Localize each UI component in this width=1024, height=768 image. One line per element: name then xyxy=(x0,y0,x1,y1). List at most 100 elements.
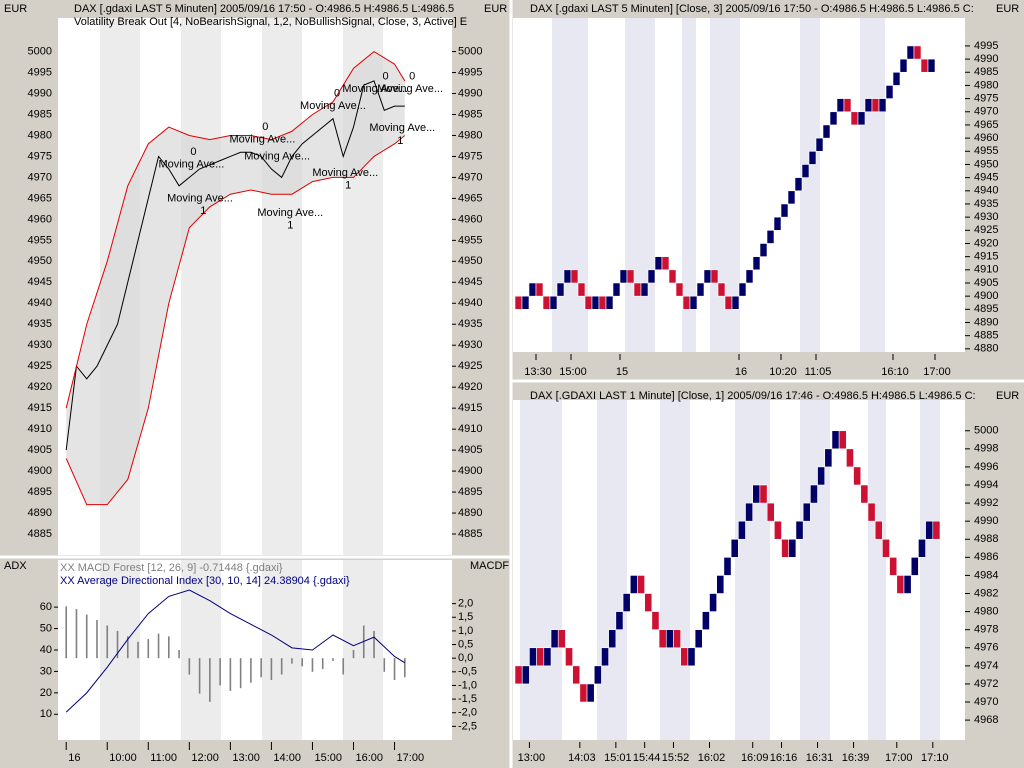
y-tick-label: 4895 xyxy=(974,303,998,315)
y-tick-label: 4975 xyxy=(974,93,998,105)
x-tick-label: 10:00 xyxy=(109,752,137,764)
y-tick-label: 4930 xyxy=(458,339,482,351)
y-tick-label: 4910 xyxy=(974,264,998,276)
renko-brick xyxy=(752,484,761,504)
renko-brick xyxy=(689,295,698,310)
session-band xyxy=(920,400,940,740)
y-tick-label: 20 xyxy=(40,687,52,699)
annotation: 0 xyxy=(382,71,388,83)
renko-brick xyxy=(817,466,826,486)
y-tick-label: 4895 xyxy=(458,486,482,498)
renko-brick xyxy=(910,557,919,576)
annotation: Moving Ave... xyxy=(229,134,295,146)
x-tick-label: 15:01 xyxy=(604,752,632,764)
band-line xyxy=(65,50,406,409)
y-tick-label: 4995 xyxy=(458,66,482,78)
y-tick-label: 4990 xyxy=(974,53,998,65)
renko-brick xyxy=(766,502,775,522)
renko-brick xyxy=(514,665,523,685)
axis-label: ADX xyxy=(4,560,27,572)
renko-brick xyxy=(619,269,628,284)
renko-brick xyxy=(795,520,804,540)
y-tick-label: 4960 xyxy=(458,213,482,225)
renko-brick xyxy=(570,269,579,284)
renko-brick xyxy=(601,647,609,667)
renko-brick xyxy=(651,611,660,630)
x-tick-label: 15:00 xyxy=(559,366,587,378)
axis-label: EUR xyxy=(484,3,507,15)
renko-brick xyxy=(927,58,936,73)
y-tick-label: 4994 xyxy=(974,479,998,491)
y2-tick-label: -2,5 xyxy=(458,720,477,732)
renko-brick xyxy=(774,520,782,540)
renko-brick xyxy=(661,256,670,271)
renko-brick xyxy=(514,295,523,310)
renko-brick xyxy=(843,98,852,113)
annotation: Moving Ave... xyxy=(312,167,378,179)
annotation: Moving Ave... xyxy=(342,83,408,95)
y-tick-label: 4995 xyxy=(974,40,998,52)
y-tick-label: 5000 xyxy=(458,45,482,57)
y2-tick-label: -1,5 xyxy=(458,693,477,705)
y-tick-label: 4905 xyxy=(458,444,482,456)
y-tick-label: 4930 xyxy=(974,211,998,223)
y-tick-label: 4955 xyxy=(974,145,998,157)
x-tick-label: 15 xyxy=(616,366,628,378)
y-tick-label: 4970 xyxy=(458,171,482,183)
renko-brick xyxy=(542,295,551,310)
renko-brick xyxy=(889,557,898,576)
y-tick-label: 4940 xyxy=(974,185,998,197)
annotation: Moving Ave... xyxy=(300,100,366,112)
y2-tick-label: 2,0 xyxy=(458,598,473,610)
y-tick-label: 4955 xyxy=(458,234,482,246)
y-tick-label: 4978 xyxy=(974,624,998,636)
renko-brick xyxy=(896,575,905,594)
renko-brick xyxy=(658,629,667,649)
renko-brick xyxy=(745,269,754,284)
y-tick-label: 4920 xyxy=(458,381,482,393)
y-tick-label: 4900 xyxy=(458,465,482,477)
y2-tick-label: -1,0 xyxy=(458,679,477,691)
renko-brick xyxy=(550,629,559,649)
renko-brick xyxy=(557,629,566,649)
session-band xyxy=(800,18,820,352)
renko-brick xyxy=(853,466,862,486)
renko-brick xyxy=(577,282,586,297)
y-tick-label: 4885 xyxy=(974,330,998,342)
renko-brick xyxy=(899,58,908,73)
renko-brick xyxy=(673,629,681,649)
renko-brick xyxy=(801,164,810,178)
renko-brick xyxy=(731,295,740,310)
renko-brick xyxy=(878,98,887,113)
annotation: Moving Ave... xyxy=(158,159,224,171)
axis-label: EUR xyxy=(996,3,1019,15)
renko-brick xyxy=(846,448,854,468)
y-tick-label: 4988 xyxy=(974,533,998,545)
renko-brick xyxy=(773,216,782,231)
renko-brick xyxy=(586,683,595,703)
renko-brick xyxy=(724,295,733,310)
y-tick-label: 4905 xyxy=(974,277,998,289)
renko-brick xyxy=(608,629,617,649)
renko-brick xyxy=(543,647,552,667)
renko-brick xyxy=(822,124,831,139)
renko-brick xyxy=(871,98,880,113)
y-tick-label: 4975 xyxy=(458,150,482,162)
y-tick-label: 4985 xyxy=(28,108,52,120)
renko-brick xyxy=(892,71,901,86)
annotation: 1 xyxy=(397,135,403,147)
x-tick-label: 13:30 xyxy=(524,366,552,378)
y2-tick-label: -2,0 xyxy=(458,707,477,719)
y-tick-label: 4990 xyxy=(458,87,482,99)
x-tick-label: 16:10 xyxy=(881,366,909,378)
x-tick-label: 13:00 xyxy=(518,752,546,764)
renko-brick xyxy=(867,502,876,522)
renko-brick xyxy=(593,665,602,685)
y2-tick-label: 0,0 xyxy=(458,652,473,664)
renko-brick xyxy=(738,282,747,297)
y-tick-label: 4890 xyxy=(974,316,998,328)
renko-brick xyxy=(584,295,593,310)
x-tick-label: 10:20 xyxy=(769,366,797,378)
legend-entry: XX Average Directional Index [30, 10, 14… xyxy=(60,575,350,587)
x-tick-label: 17:00 xyxy=(397,752,425,764)
